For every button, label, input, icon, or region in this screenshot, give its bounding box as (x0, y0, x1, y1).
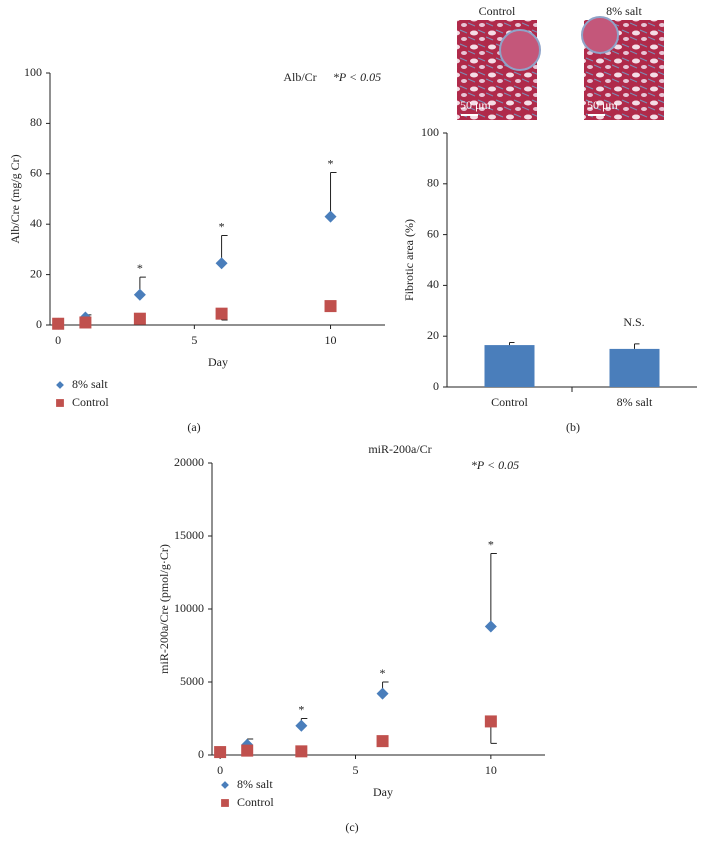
significance-mark: * (380, 666, 386, 680)
image-caption: Control (479, 4, 516, 18)
chart-title: miR-200a/Cr (368, 442, 431, 456)
y-tick-label: 80 (30, 115, 42, 129)
significance-mark: * (488, 537, 494, 551)
data-point (324, 210, 337, 223)
data-point (215, 307, 228, 320)
y-tick-label: 60 (427, 226, 439, 240)
y-tick-label: 10000 (174, 601, 204, 615)
data-point (133, 288, 146, 301)
legend-label: 8% salt (72, 377, 108, 391)
panel-label: (b) (566, 420, 580, 434)
y-axis-label: Alb/Cre (mg/g Cr) (8, 154, 22, 243)
legend-marker (221, 781, 229, 789)
data-point (52, 317, 65, 330)
panel-label: (a) (187, 420, 200, 434)
scale-bar-label: 50 μm (587, 98, 618, 112)
x-tick-label: 10 (325, 333, 337, 347)
bar (609, 348, 660, 387)
data-point (79, 316, 92, 329)
x-tick-label: Control (491, 395, 528, 409)
data-point (214, 746, 227, 759)
y-tick-label: 0 (36, 317, 42, 331)
y-tick-label: 15000 (174, 528, 204, 542)
error-bar (490, 553, 497, 627)
data-point (295, 745, 308, 758)
x-tick-label: 5 (191, 333, 197, 347)
data-point (295, 719, 308, 732)
error-bar (509, 342, 515, 346)
x-axis-label: Day (208, 355, 228, 369)
data-point (376, 687, 389, 700)
data-point (241, 744, 254, 757)
data-point (324, 300, 337, 313)
image-caption: 8% salt (606, 4, 642, 18)
significance-mark: * (298, 702, 304, 716)
y-tick-label: 0 (198, 747, 204, 761)
annotation: N.S. (623, 315, 644, 329)
y-tick-label: 0 (433, 379, 439, 393)
glomerulus (499, 29, 541, 71)
legend-label: Control (72, 395, 109, 409)
glomerulus (581, 16, 619, 54)
y-tick-label: 60 (30, 166, 42, 180)
y-tick-label: 20000 (174, 455, 204, 469)
chart-title: Alb/Cr (283, 70, 316, 84)
y-tick-label: 40 (30, 216, 42, 230)
y-tick-label: 100 (421, 125, 439, 139)
error-bar (634, 343, 640, 349)
legend-label: Control (237, 795, 274, 809)
significance-mark: * (137, 261, 143, 275)
y-tick-label: 40 (427, 277, 439, 291)
scale-bar-label: 50 μm (460, 98, 491, 112)
annotation: *P < 0.05 (471, 458, 519, 472)
legend-marker (221, 799, 229, 807)
data-point (484, 620, 497, 633)
annotation: *P < 0.05 (333, 70, 381, 84)
x-tick-label: 8% salt (617, 395, 653, 409)
bar (484, 345, 535, 387)
y-tick-label: 80 (427, 176, 439, 190)
legend-label: 8% salt (237, 777, 273, 791)
panel-label: (c) (345, 820, 358, 834)
x-tick-label: 10 (485, 763, 497, 777)
x-tick-label: 0 (217, 763, 223, 777)
y-axis-label: miR-200a/Cre (pmol/g·Cr) (157, 544, 171, 674)
x-axis-label: Day (373, 785, 393, 799)
x-tick-label: 0 (55, 333, 61, 347)
y-tick-label: 5000 (180, 674, 204, 688)
significance-mark: * (328, 156, 334, 170)
data-point (133, 312, 146, 325)
data-point (215, 257, 228, 270)
y-tick-label: 20 (30, 266, 42, 280)
y-tick-label: 20 (427, 328, 439, 342)
y-axis-label: Fibrotic area (%) (402, 219, 416, 301)
y-tick-label: 100 (24, 65, 42, 79)
x-tick-label: 5 (352, 763, 358, 777)
data-point (484, 715, 497, 728)
significance-mark: * (219, 219, 225, 233)
legend-marker (56, 381, 64, 389)
data-point (376, 735, 389, 748)
legend-marker (56, 399, 64, 407)
error-bar (330, 172, 337, 217)
